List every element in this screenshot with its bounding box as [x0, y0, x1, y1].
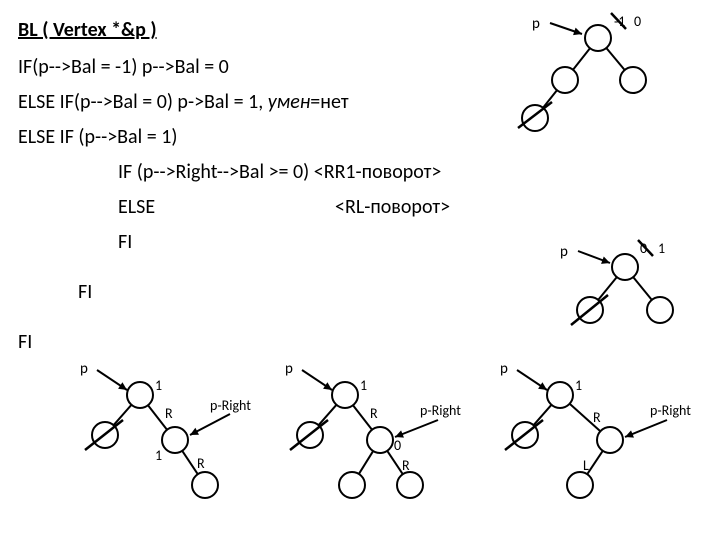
svg-text:R: R — [165, 405, 173, 422]
svg-text:p-Right: p-Right — [420, 402, 461, 419]
line-2: ELSE IF(p-->Bal = 0) p->Bal = 1, умен=не… — [18, 90, 349, 114]
svg-text:p-Right: p-Right — [210, 397, 251, 414]
svg-text:R: R — [593, 409, 601, 426]
svg-text:p: p — [532, 15, 540, 33]
line-4: IF (p-->Right-->Bal >= 0) <RR1-поворот> — [118, 160, 441, 184]
tree-bottom-2: p1R0Rp-Right — [260, 350, 460, 525]
svg-text:0: 0 — [634, 13, 641, 30]
svg-text:0: 0 — [394, 437, 401, 454]
line-8: FI — [18, 330, 32, 354]
svg-text:p: p — [80, 360, 88, 378]
tree-top-right: p-10 — [510, 8, 690, 128]
svg-text:R: R — [197, 455, 205, 472]
svg-text:L: L — [583, 457, 589, 474]
tree-bottom-3: p 1R Lp-Right — [475, 350, 695, 525]
line-1: IF(p-->Bal = -1) p-->Bal = 0 — [18, 55, 229, 79]
svg-text:1: 1 — [155, 377, 162, 394]
svg-text:p: p — [500, 360, 508, 378]
svg-text:R: R — [370, 405, 378, 422]
svg-text:1: 1 — [575, 377, 582, 394]
line-6: FI — [118, 230, 132, 254]
tree-mid-right: p01 — [540, 235, 720, 355]
line-5a: ELSE — [118, 195, 155, 219]
svg-text:p: p — [285, 360, 293, 378]
svg-text:R: R — [402, 457, 410, 474]
svg-text:p-Right: p-Right — [650, 402, 691, 419]
svg-text:1: 1 — [360, 377, 367, 394]
svg-text:p: p — [560, 243, 568, 261]
line-7: FI — [78, 280, 92, 304]
tree-bottom-1: p1R1Rp-Right — [55, 350, 255, 525]
title: BL ( Vertex *&p ) — [18, 18, 157, 42]
svg-text:1: 1 — [658, 240, 665, 257]
line-5b: <RL-поворот> — [335, 195, 450, 219]
svg-text:1: 1 — [155, 447, 162, 464]
line-3: ELSE IF (p-->Bal = 1) — [18, 125, 177, 149]
